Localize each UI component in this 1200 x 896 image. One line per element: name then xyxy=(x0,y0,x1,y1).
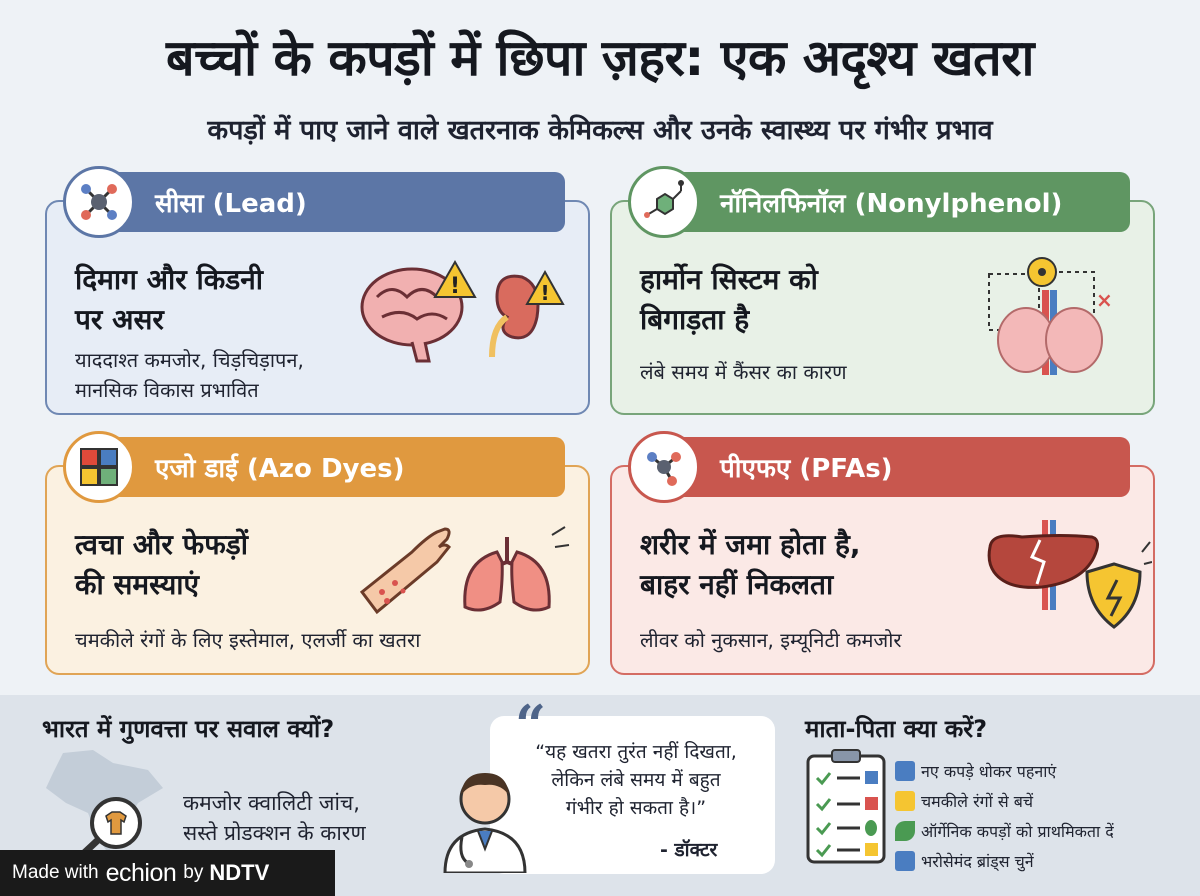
tip-organic-clothes-label: ऑर्गेनिक कपड़ों को प्राथमिकता दें xyxy=(921,822,1114,841)
card-lead-header: सीसा (Lead) xyxy=(63,166,565,238)
card-azo-dyes: एजो डाई (Azo Dyes) त्वचा और फेफड़ों की स… xyxy=(45,431,590,675)
svg-text:!: ! xyxy=(450,274,460,299)
card-lead-heading-1: दिमाग और किडनी xyxy=(75,263,264,296)
ndtv-logo: NDTV xyxy=(209,860,270,885)
page-subtitle: कपड़ों में पाए जाने वाले खतरनाक केमिकल्स… xyxy=(207,115,993,146)
india-heading: भारत में गुणवत्ता पर सवाल क्यों? xyxy=(42,715,335,743)
washing-machine-icon xyxy=(895,761,915,781)
card-nonylphenol-label: नॉनिलफिनॉल (Nonylphenol) xyxy=(720,189,1063,219)
liver-shield-icon xyxy=(987,520,1152,629)
echion-logo: echion xyxy=(105,858,177,887)
parents-heading: माता-पिता क्या करें? xyxy=(805,715,988,743)
made-with-footer: Made with echion by NDTV xyxy=(0,850,335,896)
molecule-icon xyxy=(628,431,700,503)
card-azo-dyes-heading-2: की समस्याएं xyxy=(75,568,200,601)
quote-author: - डॉक्टर xyxy=(660,839,718,861)
card-pfas-header: पीएफए (PFAs) xyxy=(628,431,1130,503)
thyroid-hazard-icon: × xyxy=(988,257,1113,375)
svg-text:×: × xyxy=(1096,288,1113,312)
skin-lungs-icon xyxy=(359,526,570,615)
card-lead-label: सीसा (Lead) xyxy=(155,189,307,219)
card-lead: सीसा (Lead) दिमाग और किडनी पर असर याददाश… xyxy=(45,166,590,415)
no-bright-shirt-icon xyxy=(895,791,915,811)
india-text-1: कमजोर क्वालिटी जांच, xyxy=(183,791,360,815)
molecule-icon xyxy=(63,166,135,238)
card-nonylphenol-heading-1: हार्मोन सिस्टम को xyxy=(640,263,818,296)
india-text-2: सस्ते प्रोडक्शन के कारण xyxy=(183,821,366,845)
doctor-avatar-icon xyxy=(443,773,527,873)
checklist-clipboard-icon xyxy=(806,749,886,864)
card-nonylphenol-header: नॉनिलफिनॉल (Nonylphenol) xyxy=(628,166,1130,238)
card-azo-dyes-header: एजो डाई (Azo Dyes) xyxy=(63,431,565,503)
doctor-quote-line-1: “यह खतरा तुरंत नहीं दिखता, xyxy=(535,741,737,763)
card-nonylphenol-heading-2: बिगाड़ता है xyxy=(640,303,750,336)
tip-wash-clothes: नए कपड़े धोकर पहनाएं xyxy=(895,760,1056,782)
doctor-quote: “यह खतरा तुरंत नहीं दिखता, लेकिन लंबे सम… xyxy=(505,738,767,822)
tip-avoid-bright-colors: चमकीले रंगों से बचें xyxy=(895,790,1033,812)
quote-mark-icon: “ xyxy=(515,693,547,757)
card-lead-desc-2: मानसिक विकास प्रभावित xyxy=(75,378,259,402)
leaf-hand-icon xyxy=(895,821,915,841)
svg-text:!: ! xyxy=(540,281,549,305)
card-pfas-heading-2: बाहर नहीं निकलता xyxy=(640,568,834,601)
card-pfas: पीएफए (PFAs) शरीर में जमा होता है, बाहर … xyxy=(610,431,1155,675)
chemical-structure-icon xyxy=(628,166,700,238)
thumbs-up-icon xyxy=(895,851,915,871)
card-pfas-heading-1: शरीर में जमा होता है, xyxy=(640,528,861,561)
card-pfas-label: पीएफए (PFAs) xyxy=(720,454,893,484)
card-azo-dyes-heading-1: त्वचा और फेफड़ों xyxy=(75,528,249,561)
tip-trusted-brands-label: भरोसेमंद ब्रांड्स चुनें xyxy=(921,852,1034,871)
brain-kidney-warning-icon: ! ! xyxy=(360,259,565,363)
tip-avoid-bright-colors-label: चमकीले रंगों से बचें xyxy=(921,792,1034,811)
doctor-quote-box xyxy=(490,716,775,874)
doctor-quote-line-2: लेकिन लंबे समय में बहुत xyxy=(551,769,721,791)
card-nonylphenol-desc-1: लंबे समय में कैंसर का कारण xyxy=(640,360,847,384)
card-nonylphenol: नॉनिलफिनॉल (Nonylphenol) हार्मोन सिस्टम … xyxy=(610,166,1155,415)
color-palette-icon xyxy=(63,431,135,503)
page-title: बच्चों के कपड़ों में छिपा ज़हर: एक अदृश्… xyxy=(166,29,1034,87)
card-lead-heading-2: पर असर xyxy=(75,303,164,336)
card-lead-desc-1: याददाश्त कमजोर, चिड़चिड़ापन, xyxy=(75,348,304,372)
tip-organic-clothes: ऑर्गेनिक कपड़ों को प्राथमिकता दें xyxy=(895,820,1114,842)
doctor-quote-line-3: गंभीर हो सकता है।” xyxy=(565,797,707,819)
footer-made-with: Made with xyxy=(12,862,99,883)
card-pfas-desc-1: लीवर को नुकसान, इम्यूनिटी कमजोर xyxy=(640,628,902,652)
tip-trusted-brands: भरोसेमंद ब्रांड्स चुनें xyxy=(895,850,1034,872)
india-map-magnifier-icon xyxy=(46,750,163,857)
footer-by: by xyxy=(183,862,204,883)
tip-wash-clothes-label: नए कपड़े धोकर पहनाएं xyxy=(921,762,1057,781)
card-azo-dyes-label: एजो डाई (Azo Dyes) xyxy=(155,454,405,484)
card-azo-dyes-desc-1: चमकीले रंगों के लिए इस्तेमाल, एलर्जी का … xyxy=(75,628,421,652)
